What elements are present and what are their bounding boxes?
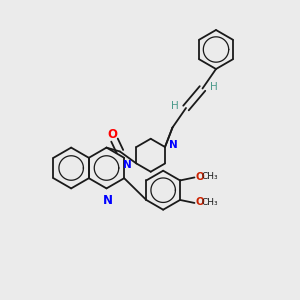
Text: O: O: [196, 197, 205, 207]
Text: H: H: [171, 101, 178, 112]
Text: O: O: [107, 128, 117, 141]
Text: H: H: [210, 82, 218, 92]
Text: N: N: [123, 160, 132, 170]
Text: CH₃: CH₃: [202, 198, 219, 206]
Text: N: N: [103, 194, 113, 207]
Text: CH₃: CH₃: [202, 172, 219, 181]
Text: N: N: [169, 140, 178, 151]
Text: O: O: [196, 172, 205, 182]
